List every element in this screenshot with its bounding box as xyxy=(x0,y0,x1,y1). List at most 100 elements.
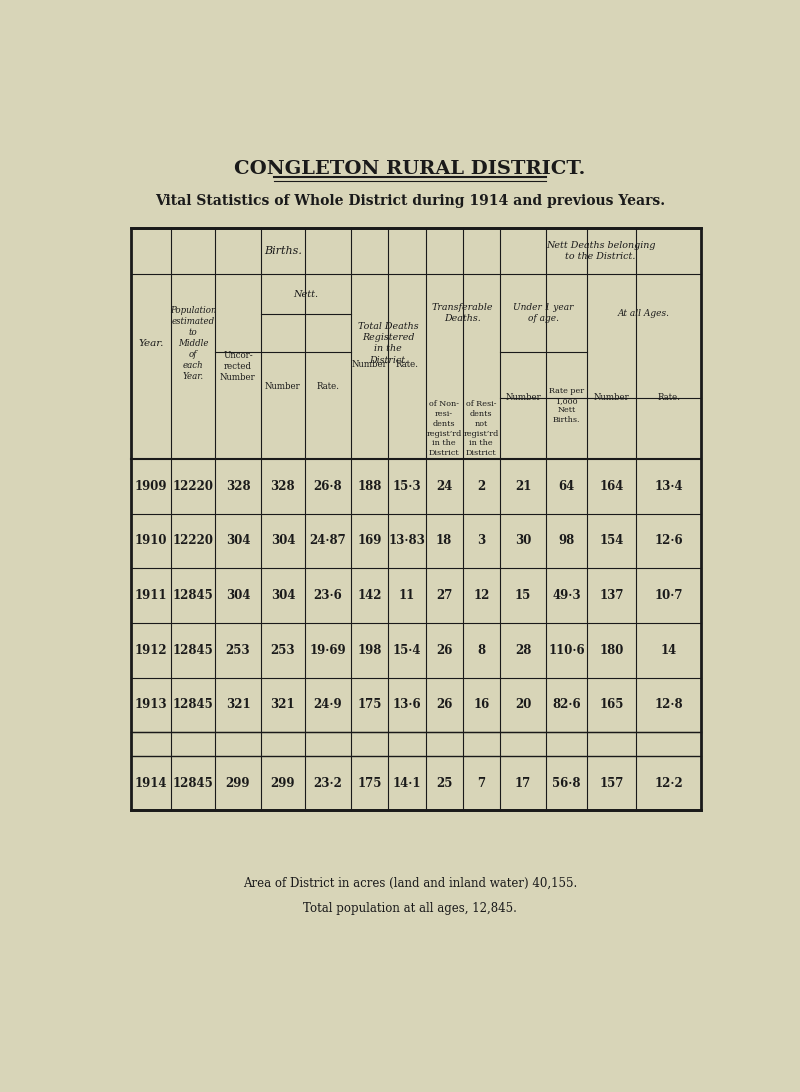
Text: 30: 30 xyxy=(515,534,531,547)
Text: At all Ages.: At all Ages. xyxy=(618,309,670,318)
Text: 1909: 1909 xyxy=(135,479,167,492)
Text: Number: Number xyxy=(594,393,630,402)
Text: Number: Number xyxy=(352,360,387,369)
Text: 1914: 1914 xyxy=(135,776,167,790)
Text: 23·6: 23·6 xyxy=(314,589,342,602)
Text: Nett.: Nett. xyxy=(294,289,318,299)
Text: 164: 164 xyxy=(599,479,624,492)
Text: 1912: 1912 xyxy=(135,644,167,656)
Text: 13·6: 13·6 xyxy=(393,699,422,711)
Text: Uncor-
rected
Number: Uncor- rected Number xyxy=(220,351,256,382)
Text: 110·6: 110·6 xyxy=(548,644,585,656)
Text: 14: 14 xyxy=(661,644,677,656)
Text: 12220: 12220 xyxy=(173,479,214,492)
Text: 304: 304 xyxy=(226,589,250,602)
Text: 13·4: 13·4 xyxy=(654,479,683,492)
Text: 14·1: 14·1 xyxy=(393,776,421,790)
Text: Rate.: Rate. xyxy=(395,360,418,369)
Text: Area of District in acres (land and inland water) 40,155.: Area of District in acres (land and inla… xyxy=(243,877,577,890)
Text: 299: 299 xyxy=(270,776,295,790)
Text: 253: 253 xyxy=(270,644,295,656)
Text: 26·8: 26·8 xyxy=(314,479,342,492)
Text: 49·3: 49·3 xyxy=(552,589,581,602)
Text: 188: 188 xyxy=(358,479,382,492)
Text: 12845: 12845 xyxy=(173,699,214,711)
Text: Rate.: Rate. xyxy=(316,382,339,391)
Text: 12220: 12220 xyxy=(173,534,214,547)
Text: Births.: Births. xyxy=(264,246,302,256)
Text: of Resi-
dents
not
regist’rd
in the
District: of Resi- dents not regist’rd in the Dist… xyxy=(464,400,499,458)
Text: 25: 25 xyxy=(436,776,452,790)
Text: 8: 8 xyxy=(478,644,486,656)
Text: 64: 64 xyxy=(558,479,574,492)
Text: 12·6: 12·6 xyxy=(654,534,683,547)
Text: 175: 175 xyxy=(358,776,382,790)
Text: 21: 21 xyxy=(515,479,531,492)
Text: 24: 24 xyxy=(436,479,452,492)
Text: 157: 157 xyxy=(599,776,624,790)
Text: Total Deaths
Registered
in the
District.: Total Deaths Registered in the District. xyxy=(358,322,418,365)
Text: Total population at all ages, 12,845.: Total population at all ages, 12,845. xyxy=(303,902,517,915)
Text: 198: 198 xyxy=(358,644,382,656)
Text: Year.: Year. xyxy=(138,339,164,348)
Text: 1910: 1910 xyxy=(135,534,167,547)
Text: 24·87: 24·87 xyxy=(310,534,346,547)
Text: 10·7: 10·7 xyxy=(654,589,683,602)
Text: 12: 12 xyxy=(473,589,490,602)
Text: 98: 98 xyxy=(558,534,574,547)
Text: 15·3: 15·3 xyxy=(393,479,422,492)
Text: 26: 26 xyxy=(436,644,452,656)
Text: 321: 321 xyxy=(226,699,250,711)
Text: 20: 20 xyxy=(515,699,531,711)
Text: 12845: 12845 xyxy=(173,589,214,602)
Text: 12845: 12845 xyxy=(173,776,214,790)
Text: 328: 328 xyxy=(270,479,295,492)
Text: 253: 253 xyxy=(226,644,250,656)
Text: 321: 321 xyxy=(270,699,295,711)
Text: 12845: 12845 xyxy=(173,644,214,656)
Text: 82·6: 82·6 xyxy=(552,699,581,711)
Text: 304: 304 xyxy=(270,534,295,547)
Text: 27: 27 xyxy=(436,589,452,602)
Text: 15·4: 15·4 xyxy=(393,644,421,656)
Text: 180: 180 xyxy=(599,644,624,656)
Text: 154: 154 xyxy=(599,534,624,547)
Text: 11: 11 xyxy=(398,589,415,602)
Text: 299: 299 xyxy=(226,776,250,790)
Text: 12·8: 12·8 xyxy=(654,699,683,711)
Text: 137: 137 xyxy=(599,589,624,602)
Text: 12·2: 12·2 xyxy=(654,776,683,790)
Text: Under 1 year
of age.: Under 1 year of age. xyxy=(513,304,574,323)
Text: Rate.: Rate. xyxy=(658,393,680,402)
Text: 1913: 1913 xyxy=(135,699,167,711)
Text: Number: Number xyxy=(506,393,541,402)
Text: Population
estimated
to
Middle
of
each
Year.: Population estimated to Middle of each Y… xyxy=(170,306,216,381)
Text: 28: 28 xyxy=(515,644,531,656)
Text: 17: 17 xyxy=(515,776,531,790)
Text: 15: 15 xyxy=(515,589,531,602)
Text: Vital Statistics of Whole District during 1914 and previous Years.: Vital Statistics of Whole District durin… xyxy=(155,194,665,209)
Text: 304: 304 xyxy=(270,589,295,602)
Text: 328: 328 xyxy=(226,479,250,492)
Text: Rate per
1,000
Nett
Births.: Rate per 1,000 Nett Births. xyxy=(549,387,584,425)
Text: 56·8: 56·8 xyxy=(552,776,581,790)
Text: 24·9: 24·9 xyxy=(314,699,342,711)
Text: 18: 18 xyxy=(436,534,452,547)
Text: 16: 16 xyxy=(473,699,490,711)
Text: 3: 3 xyxy=(477,534,486,547)
Text: CONGLETON RURAL DISTRICT.: CONGLETON RURAL DISTRICT. xyxy=(234,161,586,178)
Text: Number: Number xyxy=(265,382,301,391)
Text: 19·69: 19·69 xyxy=(310,644,346,656)
Text: 2: 2 xyxy=(477,479,486,492)
Text: 304: 304 xyxy=(226,534,250,547)
Text: 13·83: 13·83 xyxy=(389,534,426,547)
Text: 169: 169 xyxy=(358,534,382,547)
Text: 142: 142 xyxy=(358,589,382,602)
Text: of Non-
resi-
dents
regist’rd
in the
District: of Non- resi- dents regist’rd in the Dis… xyxy=(426,400,462,458)
Text: 1911: 1911 xyxy=(135,589,167,602)
Text: Nett Deaths belonging
to the District.: Nett Deaths belonging to the District. xyxy=(546,241,655,261)
Text: 175: 175 xyxy=(358,699,382,711)
Text: 23·2: 23·2 xyxy=(314,776,342,790)
Text: 165: 165 xyxy=(599,699,624,711)
Text: Transferable
Deaths.: Transferable Deaths. xyxy=(432,304,494,323)
